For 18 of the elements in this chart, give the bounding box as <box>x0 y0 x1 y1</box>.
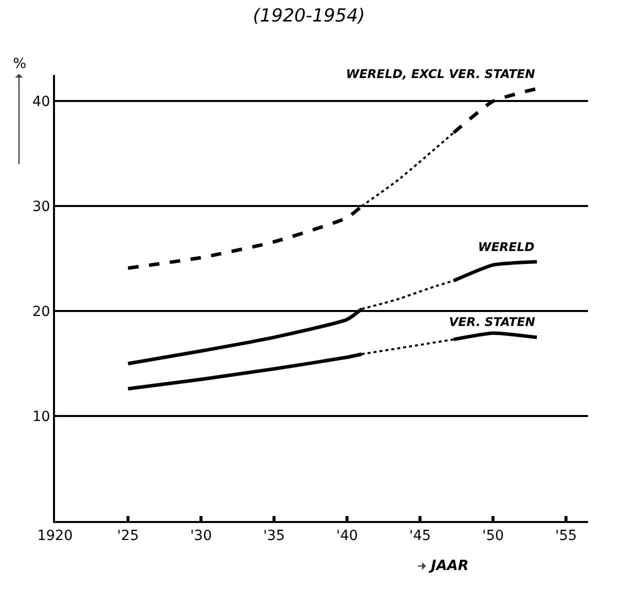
y-axis-title: % <box>13 56 26 72</box>
x-tick-label: '55 <box>555 528 577 544</box>
y-tick-label: 40 <box>32 94 50 110</box>
x-tick-label: '45 <box>409 528 431 544</box>
y-tick-label: 10 <box>32 408 50 425</box>
series-label: WERELD, EXCL VER. STATEN <box>346 67 536 81</box>
x-tick-label: '30 <box>190 528 212 544</box>
x-tick-label: 1920 <box>37 528 73 544</box>
chart-title: (1920-1954) <box>252 6 366 27</box>
x-tick-label: '50 <box>482 528 504 544</box>
y-tick-label: 20 <box>32 304 50 320</box>
x-tick-label: '40 <box>336 528 358 544</box>
x-tick-label: '25 <box>117 528 139 544</box>
series-label: VER. STATEN <box>449 315 536 329</box>
x-tick-label: '35 <box>263 528 285 544</box>
series-label: WERELD <box>478 240 535 254</box>
x-axis-title: JAAR <box>428 558 469 574</box>
y-tick-label: 30 <box>32 199 50 216</box>
